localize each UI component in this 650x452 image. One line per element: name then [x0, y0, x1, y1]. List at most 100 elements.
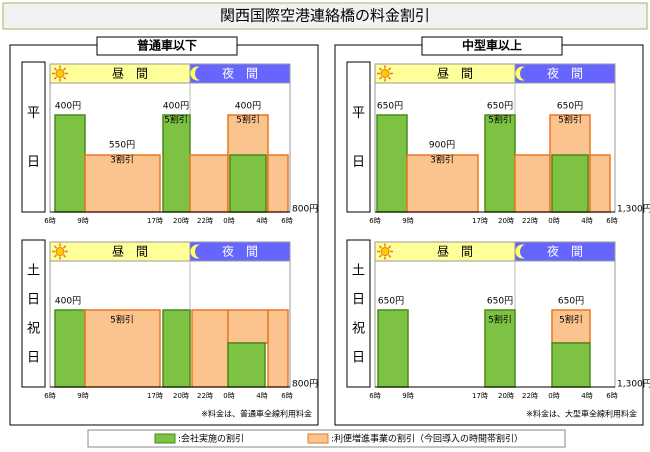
time-label: 0時: [223, 217, 234, 225]
daytime-label: 昼 間: [112, 245, 148, 259]
note: ※料金は、普通車全線利用料金: [201, 409, 312, 419]
daytime-label: 昼 間: [437, 245, 473, 259]
day-label: 祝: [352, 322, 365, 337]
time-label: 4時: [581, 392, 592, 400]
price-label: 650円: [378, 296, 404, 307]
time-label: 9時: [402, 392, 413, 400]
time-label: 4時: [581, 217, 592, 225]
sun-ray: [63, 67, 67, 71]
time-label: 22時: [522, 217, 538, 225]
day-label: 日: [352, 293, 365, 308]
sun-ray: [63, 76, 67, 80]
legend-swatch: [154, 433, 176, 444]
sun-icon: [55, 247, 65, 256]
day-label: 日: [352, 351, 365, 366]
sun-ray: [388, 254, 392, 258]
night-band: [189, 241, 291, 262]
bar: [589, 154, 611, 213]
price-label: 400円: [55, 296, 81, 307]
panel-title-box: [421, 36, 563, 56]
price-label: 5割引: [488, 115, 512, 126]
bar: [84, 309, 161, 388]
bar: [514, 154, 551, 213]
night-band: [514, 63, 616, 84]
bar: [267, 154, 289, 213]
legend-swatch: [307, 433, 329, 444]
bar: [406, 154, 479, 213]
legend-label: :利便増進事業の割引（今回導入の時間帯割引）: [331, 433, 523, 445]
time-label: 6時: [281, 392, 292, 400]
bar: [376, 114, 408, 213]
price-label: 650円: [487, 296, 513, 307]
time-label: 6時: [369, 392, 380, 400]
price-label: 5割引: [559, 315, 583, 326]
bar: [484, 309, 516, 388]
night-label: 夜 間: [547, 67, 583, 81]
price-label: 400円: [55, 101, 81, 112]
moon-icon: [515, 66, 525, 81]
daytime-label: 昼 間: [112, 67, 148, 81]
time-label: 6時: [281, 217, 292, 225]
price-label: 5割引: [164, 115, 188, 126]
note: ※料金は、大型車全線利用料金: [526, 409, 637, 419]
price-label: 5割引: [110, 315, 134, 326]
bar: [54, 114, 86, 213]
price-label: 3割引: [430, 155, 454, 166]
sun-ray: [63, 254, 67, 258]
price-label: 400円: [163, 101, 189, 112]
sun-ray: [388, 67, 392, 71]
day-box: [21, 61, 46, 213]
bar: [189, 154, 229, 213]
time-label: 6時: [44, 217, 55, 225]
price-label: 5割引: [488, 315, 512, 326]
time-label: 17時: [472, 217, 488, 225]
price-label: 3割引: [110, 155, 134, 166]
day-box: [346, 61, 371, 213]
day-label: 土: [352, 264, 365, 279]
time-label: 20時: [173, 392, 189, 400]
time-label: 4時: [256, 217, 267, 225]
bar: [377, 309, 409, 388]
sun-ray: [378, 254, 382, 258]
day-label: 祝: [27, 322, 40, 337]
price-label: 650円: [377, 101, 403, 112]
night-label: 夜 間: [222, 67, 258, 81]
scale-label: 800円: [292, 379, 318, 390]
day-label: 日: [27, 293, 40, 308]
bar: [229, 154, 267, 213]
night-label: 夜 間: [547, 245, 583, 259]
day-label: 日: [352, 155, 365, 170]
panel-title-box: [96, 36, 238, 56]
price-label: 650円: [558, 296, 584, 307]
time-label: 22時: [197, 392, 213, 400]
price-label: 650円: [487, 101, 513, 112]
panel-title: 中型車以上: [462, 38, 522, 53]
price-label: 550円: [109, 140, 135, 151]
sun-ray: [53, 254, 57, 258]
night-label: 夜 間: [222, 245, 258, 259]
scale-label: 1,300円: [617, 204, 650, 215]
time-label: 6時: [606, 392, 617, 400]
time-label: 17時: [472, 392, 488, 400]
day-label: 日: [27, 351, 40, 366]
bar: [267, 309, 289, 388]
sun-ray: [378, 76, 382, 80]
price-label: 400円: [235, 101, 261, 112]
day-label: 日: [27, 155, 40, 170]
sun-icon: [380, 247, 390, 256]
bar: [162, 309, 191, 388]
night-band: [189, 63, 291, 84]
price-label: 5割引: [236, 115, 260, 126]
time-label: 6時: [606, 217, 617, 225]
sun-ray: [388, 76, 392, 80]
time-label: 0時: [548, 217, 559, 225]
legend-label: :会社実施の割引: [178, 433, 244, 445]
price-label: 650円: [557, 101, 583, 112]
time-label: 4時: [256, 392, 267, 400]
bar: [551, 342, 591, 388]
sun-icon: [380, 69, 390, 78]
sun-ray: [378, 245, 382, 249]
panel-title: 普通車以下: [137, 38, 197, 53]
time-label: 22時: [197, 217, 213, 225]
day-label: 土: [27, 264, 40, 279]
